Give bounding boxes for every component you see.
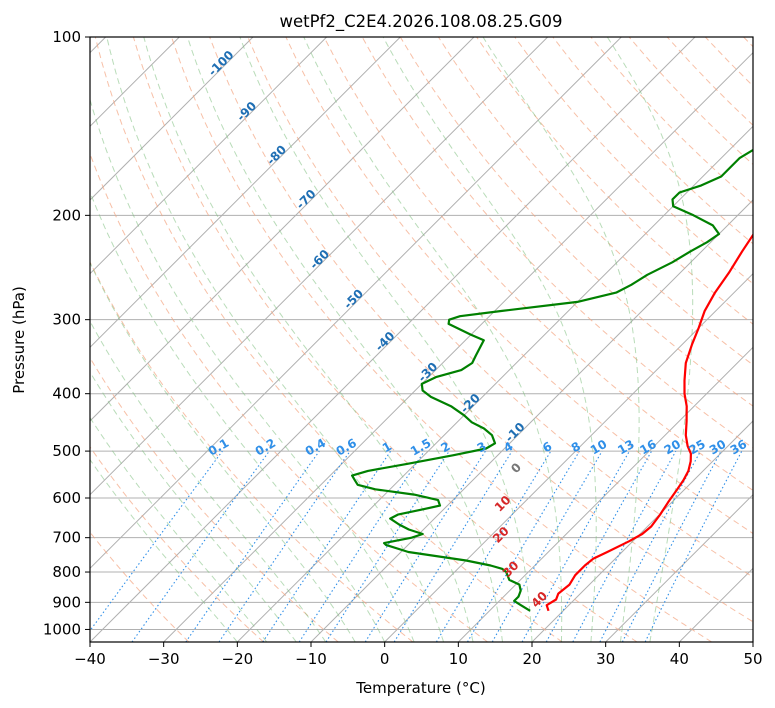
dry-adiabat [476, 37, 753, 325]
moist-adiabat [90, 320, 327, 642]
dry-adiabat [90, 446, 264, 642]
y-tick-label: 1000 [43, 620, 81, 638]
y-tick-label: 500 [52, 442, 81, 460]
isotherm [90, 37, 696, 642]
y-tick-label: 100 [52, 28, 81, 46]
mixing-ratio-line [644, 450, 743, 642]
mixing-ratio-lines [90, 450, 743, 642]
mixing-ratio-line [393, 450, 513, 642]
moist-adiabat [143, 37, 474, 642]
mixing-ratio-line [325, 450, 450, 642]
x-tick-label: 10 [449, 650, 468, 668]
mixing-ratio-line [218, 450, 351, 642]
y-tick-label: 300 [52, 311, 81, 329]
isotherm [605, 493, 753, 642]
x-tick-label: −30 [148, 650, 180, 668]
moist-adiabat [482, 37, 640, 642]
y-tick-label: 700 [52, 529, 81, 547]
moist-adiabat [90, 458, 238, 642]
y-tick-label: 900 [52, 593, 81, 611]
y-axis-label: Pressure (hPa) [10, 286, 28, 394]
dry-adiabat [247, 37, 753, 578]
skewed-isotherms [90, 37, 753, 642]
moist-adiabats [90, 37, 694, 642]
isotherm [90, 37, 549, 496]
y-axis-ticks: 100 200 300 400 500 600 700 800 900 1000 [43, 28, 90, 638]
dry-adiabat [171, 37, 712, 642]
temperature-profile-line [545, 233, 753, 612]
dry-adiabats [90, 37, 753, 642]
plot-frame [89, 36, 754, 643]
x-tick-label: −20 [222, 650, 254, 668]
moist-adiabat [90, 371, 297, 642]
moist-adiabat [606, 37, 694, 642]
isotherm [236, 125, 753, 642]
y-tick-label: 600 [52, 489, 81, 507]
dry-adiabat [90, 260, 414, 642]
pressure-grid [90, 37, 753, 630]
dewpoint-profile-line [351, 148, 753, 612]
y-tick-label: 400 [52, 385, 81, 403]
dry-adiabat [323, 37, 753, 491]
isotherm [531, 420, 753, 642]
x-tick-label: 0 [380, 650, 390, 668]
mixing-ratio-line [131, 450, 270, 642]
moist-adiabat [382, 37, 597, 642]
mixing-ratio-line [185, 450, 320, 642]
x-tick-label: 50 [743, 650, 762, 668]
isotherm [90, 37, 328, 275]
dry-adiabat [209, 37, 753, 623]
dry-adiabat [132, 37, 638, 642]
y-tick-label: 200 [52, 206, 81, 224]
isotherm [163, 51, 753, 642]
mixing-ratio-line [572, 450, 677, 642]
x-tick-label: 30 [596, 650, 615, 668]
moist-adiabat [303, 37, 563, 642]
moist-adiabat [90, 190, 386, 642]
x-tick-label: 20 [522, 650, 541, 668]
isotherm [384, 272, 753, 642]
isotherm [90, 37, 401, 349]
chart-title: wetPf2_C2E4.2026.108.08.25.G09 [279, 12, 562, 32]
x-axis-ticks: −40 −30 −20 −10 0 10 20 30 40 50 [74, 642, 763, 668]
x-axis-label: Temperature (°C) [355, 679, 485, 697]
x-tick-label: 40 [670, 650, 689, 668]
mixing-ratio-line [298, 450, 425, 642]
mixing-ratio-line [90, 450, 223, 632]
moist-adiabat [239, 37, 533, 642]
moist-adiabat [90, 416, 268, 642]
profile-series [351, 148, 753, 612]
moist-adiabat [187, 37, 503, 642]
dry-adiabat [285, 37, 753, 535]
x-tick-label: −40 [74, 650, 106, 668]
moist-adiabat [90, 97, 415, 642]
mixing-ratio-line [262, 450, 392, 642]
isotherm [457, 346, 753, 642]
dry-adiabat [514, 37, 753, 285]
isotherm [90, 37, 475, 422]
dry-adiabat [94, 37, 563, 642]
mixing-ratio-line [521, 450, 630, 642]
isotherm [90, 37, 254, 201]
x-tick-label: −10 [295, 650, 327, 668]
dry-adiabat [90, 356, 339, 642]
isotherm [90, 37, 622, 570]
y-tick-label: 800 [52, 563, 81, 581]
moist-adiabat [90, 261, 356, 642]
